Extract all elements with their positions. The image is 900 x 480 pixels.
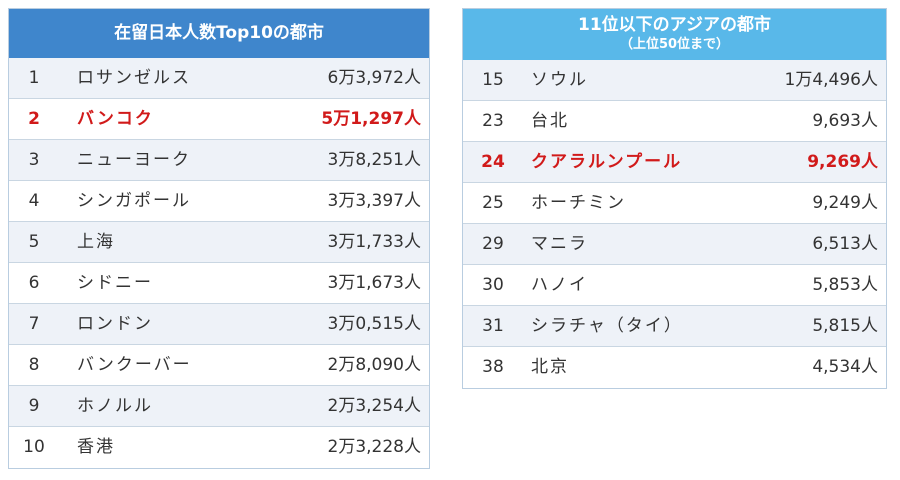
table-row: 10 香港 2万3,228人 [9,427,429,468]
rank-cell: 25 [482,193,504,213]
city-cell: ニューヨーク [77,150,191,170]
resident-count-cell: 1万4,496人 [784,70,878,90]
city-cell: クアラルンプール [531,152,683,172]
rank-cell: 7 [28,314,40,334]
rank-cell: 10 [23,437,45,457]
city-cell: ロサンゼルス [77,68,191,88]
resident-count-cell: 9,269人 [807,152,878,172]
rank-cell: 29 [482,234,504,254]
resident-count-cell: 2万3,254人 [327,396,421,416]
rank-cell: 8 [28,355,40,375]
rank-cell: 30 [482,275,504,295]
rank-cell: 4 [28,191,40,211]
city-cell: ホーチミン [531,193,626,213]
table-row: 25 ホーチミン 9,249人 [463,183,886,224]
rank-cell: 9 [28,396,40,416]
rank-cell: 6 [28,273,40,293]
city-cell: ハノイ [531,275,588,295]
resident-count-cell: 3万3,397人 [327,191,421,211]
table-row: 3 ニューヨーク 3万8,251人 [9,140,429,181]
resident-count-cell: 4,534人 [812,357,878,377]
rank-cell: 31 [482,316,504,336]
rank-cell: 23 [482,111,504,131]
asia-cities-table: 11位以下のアジアの都市 （上位50位まで） 15 ソウル 1万4,496人 23 台北… [462,8,887,389]
table-row: 38 北京 4,534人 [463,347,886,388]
resident-count-cell: 2万3,228人 [327,437,421,457]
top10-table-body: 1 ロサンゼルス 6万3,972人 2 バンコク 5万1,297人 3 ニューヨーク 3万8,2… [9,58,429,468]
table-row: 5 上海 3万1,733人 [9,222,429,263]
table-row: 30 ハノイ 5,853人 [463,265,886,306]
city-cell: ロンドン [77,314,153,334]
resident-count-cell: 3万8,251人 [327,150,421,170]
city-cell: マニラ [531,234,588,254]
table-row: 9 ホノルル 2万3,254人 [9,386,429,427]
resident-count-cell: 2万8,090人 [327,355,421,375]
table-row: 7 ロンドン 3万0,515人 [9,304,429,345]
city-cell: シンガポール [77,191,191,211]
top10-table-title: 在留日本人数Top10の都市 [114,23,324,43]
table-row: 8 バンクーバー 2万8,090人 [9,345,429,386]
table-row: 2 バンコク 5万1,297人 [9,99,429,140]
resident-count-cell: 3万1,733人 [327,232,421,252]
city-cell: 台北 [531,111,569,131]
table-row: 15 ソウル 1万4,496人 [463,60,886,101]
city-cell: 香港 [77,437,115,457]
table-row: 29 マニラ 6,513人 [463,224,886,265]
asia-table-header: 11位以下のアジアの都市 （上位50位まで） [463,9,886,60]
rank-cell: 24 [481,152,505,172]
city-cell: 北京 [531,357,569,377]
rank-cell: 38 [482,357,504,377]
top10-table-header: 在留日本人数Top10の都市 [9,9,429,58]
resident-count-cell: 3万0,515人 [327,314,421,334]
rank-cell: 3 [28,150,40,170]
rank-cell: 15 [482,70,504,90]
table-row: 24 クアラルンプール 9,269人 [463,142,886,183]
resident-count-cell: 9,249人 [812,193,878,213]
asia-table-body: 15 ソウル 1万4,496人 23 台北 9,693人 24 クアラルンプール 9,269人 2… [463,60,886,388]
top10-cities-table: 在留日本人数Top10の都市 1 ロサンゼルス 6万3,972人 2 バンコク 5万1,2… [8,8,430,469]
city-cell: バンクーバー [77,355,192,375]
resident-count-cell: 5万1,297人 [321,109,421,129]
city-cell: バンコク [77,109,154,129]
table-row: 4 シンガポール 3万3,397人 [9,181,429,222]
city-cell: 上海 [77,232,115,252]
table-row: 6 シドニー 3万1,673人 [9,263,429,304]
city-cell: ホノルル [77,396,153,416]
table-row: 1 ロサンゼルス 6万3,972人 [9,58,429,99]
table-row: 31 シラチャ（タイ） 5,815人 [463,306,886,347]
city-cell: ソウル [531,70,588,90]
table-row: 23 台北 9,693人 [463,101,886,142]
rank-cell: 2 [28,109,40,129]
resident-count-cell: 6万3,972人 [327,68,421,88]
resident-count-cell: 6,513人 [812,234,878,254]
rank-cell: 5 [28,232,40,252]
resident-count-cell: 5,853人 [812,275,878,295]
resident-count-cell: 9,693人 [812,111,878,131]
resident-count-cell: 3万1,673人 [327,273,421,293]
city-cell: シドニー [77,273,153,293]
city-cell: シラチャ（タイ） [531,316,683,336]
asia-table-subtitle: （上位50位まで） [619,37,730,52]
rank-cell: 1 [28,68,40,88]
resident-count-cell: 5,815人 [812,316,878,336]
asia-table-title: 11位以下のアジアの都市 [578,15,771,35]
